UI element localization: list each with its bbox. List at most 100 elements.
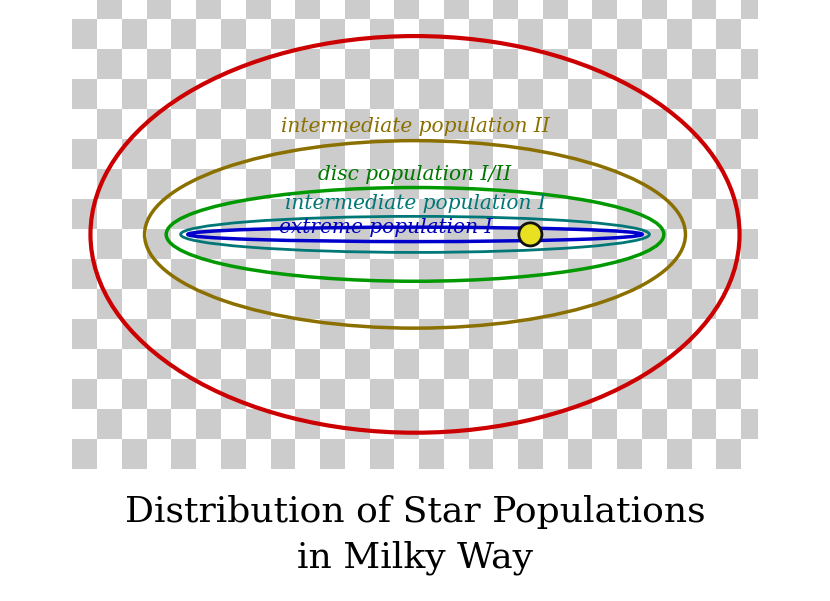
Bar: [271, 379, 295, 409]
Bar: [147, 229, 172, 259]
Bar: [122, 49, 147, 79]
Bar: [469, 49, 493, 79]
Bar: [295, 229, 320, 259]
Bar: [469, 169, 493, 199]
Bar: [691, 259, 716, 288]
Bar: [369, 229, 394, 259]
Bar: [716, 288, 741, 319]
Bar: [593, 229, 618, 259]
Bar: [543, 109, 568, 139]
Bar: [221, 0, 246, 19]
Bar: [666, 379, 691, 409]
Bar: [593, 49, 618, 79]
Bar: [568, 199, 593, 229]
Bar: [196, 259, 221, 288]
Bar: [791, 49, 815, 79]
Bar: [444, 199, 469, 229]
Bar: [320, 49, 344, 79]
Bar: [369, 19, 394, 49]
Bar: [72, 139, 97, 169]
Bar: [369, 169, 394, 199]
Bar: [642, 169, 666, 199]
Bar: [122, 79, 147, 109]
Bar: [122, 199, 147, 229]
Bar: [394, 259, 419, 288]
Bar: [716, 199, 741, 229]
Bar: [493, 259, 518, 288]
Bar: [394, 379, 419, 409]
Bar: [691, 19, 716, 49]
Bar: [72, 0, 97, 19]
Bar: [122, 19, 147, 49]
Bar: [147, 169, 172, 199]
Bar: [469, 259, 493, 288]
Bar: [394, 439, 419, 469]
Bar: [493, 409, 518, 439]
Bar: [444, 319, 469, 349]
Bar: [691, 379, 716, 409]
Bar: [419, 109, 444, 139]
Bar: [716, 379, 741, 409]
Bar: [618, 349, 642, 379]
Bar: [543, 439, 568, 469]
Bar: [618, 199, 642, 229]
Bar: [666, 349, 691, 379]
Text: intermediate population I: intermediate population I: [285, 194, 545, 213]
Bar: [246, 379, 271, 409]
Bar: [271, 199, 295, 229]
Bar: [147, 139, 172, 169]
Bar: [716, 139, 741, 169]
Circle shape: [519, 223, 542, 246]
Bar: [543, 79, 568, 109]
Bar: [518, 409, 543, 439]
Bar: [642, 139, 666, 169]
Bar: [469, 409, 493, 439]
Bar: [618, 19, 642, 49]
Bar: [196, 109, 221, 139]
Bar: [196, 199, 221, 229]
Bar: [716, 0, 741, 19]
Bar: [419, 229, 444, 259]
Bar: [493, 349, 518, 379]
Bar: [791, 169, 815, 199]
Bar: [766, 349, 791, 379]
Text: extreme population I: extreme population I: [280, 218, 493, 237]
Bar: [766, 199, 791, 229]
Bar: [666, 109, 691, 139]
Bar: [642, 19, 666, 49]
Bar: [369, 409, 394, 439]
Bar: [568, 0, 593, 19]
Bar: [97, 288, 122, 319]
Bar: [593, 379, 618, 409]
Bar: [691, 79, 716, 109]
Bar: [221, 409, 246, 439]
Bar: [741, 229, 766, 259]
Bar: [172, 409, 196, 439]
Bar: [518, 379, 543, 409]
Bar: [642, 0, 666, 19]
Bar: [394, 49, 419, 79]
Bar: [741, 288, 766, 319]
Bar: [791, 0, 815, 19]
Bar: [593, 139, 618, 169]
Bar: [791, 139, 815, 169]
Bar: [271, 439, 295, 469]
Bar: [666, 169, 691, 199]
Bar: [221, 288, 246, 319]
Bar: [444, 288, 469, 319]
Bar: [72, 169, 97, 199]
Bar: [791, 199, 815, 229]
Bar: [444, 139, 469, 169]
Bar: [344, 139, 369, 169]
Bar: [394, 229, 419, 259]
Bar: [791, 259, 815, 288]
Bar: [469, 319, 493, 349]
Bar: [791, 439, 815, 469]
Bar: [344, 169, 369, 199]
Bar: [97, 199, 122, 229]
Bar: [271, 319, 295, 349]
Bar: [246, 229, 271, 259]
Bar: [642, 49, 666, 79]
Bar: [72, 409, 97, 439]
Bar: [568, 409, 593, 439]
